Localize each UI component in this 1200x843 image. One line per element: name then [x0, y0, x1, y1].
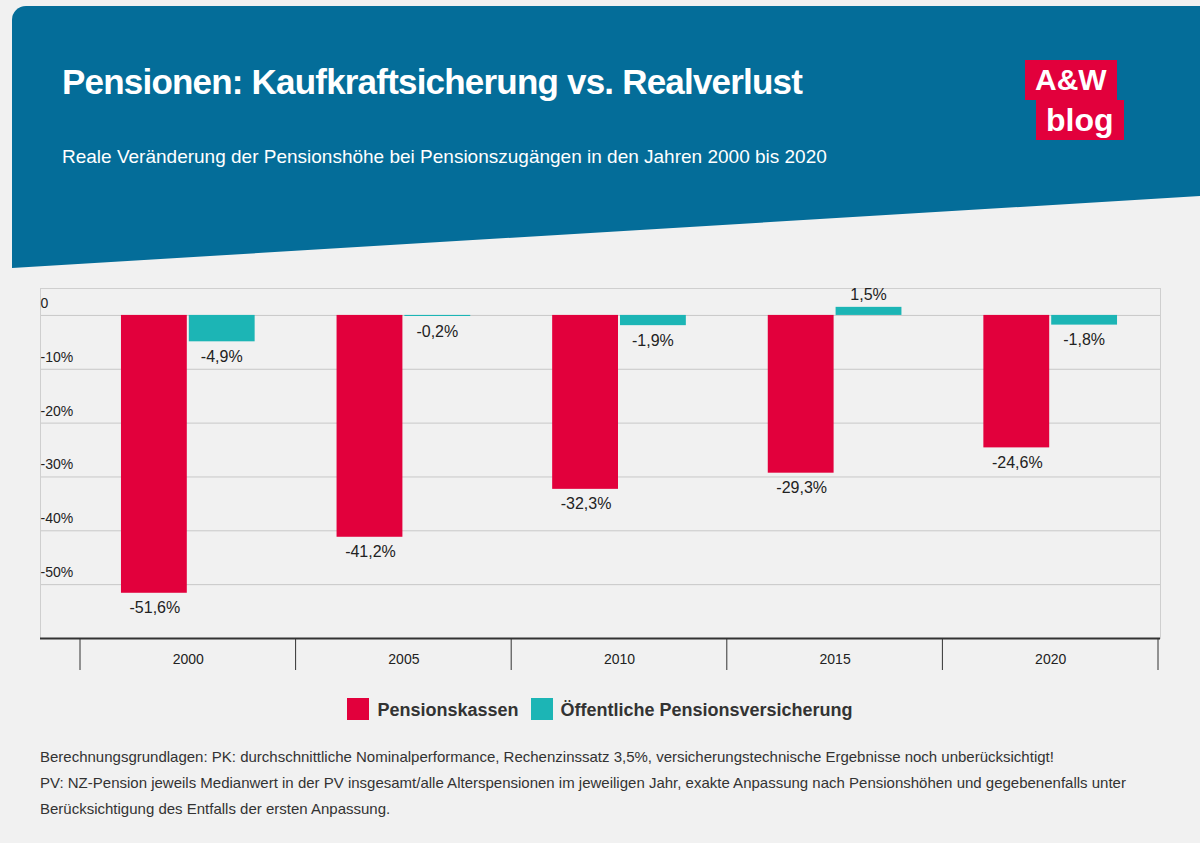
html-text:Pensionskassen: Pensionskassen [377, 700, 519, 720]
svg-text:-10%: -10% [41, 349, 74, 365]
svg-text:1,5%: 1,5% [850, 286, 886, 303]
html-text:A&W: A&W [1035, 63, 1107, 96]
svg-text:-30%: -30% [41, 456, 74, 472]
svg-text:-40%: -40% [41, 510, 74, 526]
svg-text:-29,3%: -29,3% [776, 479, 827, 496]
svg-text:-20%: -20% [41, 403, 74, 419]
svg-text:0: 0 [41, 295, 49, 311]
svg-text:-32,3%: -32,3% [561, 495, 612, 512]
svg-text:-0,2%: -0,2% [416, 323, 458, 340]
svg-text:2015: 2015 [820, 651, 851, 667]
svg-text:-24,6%: -24,6% [992, 454, 1043, 471]
svg-text:-50%: -50% [41, 564, 74, 580]
svg-text:2005: 2005 [388, 651, 419, 667]
html-text:blog: blog [1046, 102, 1114, 138]
svg-text:2000: 2000 [173, 651, 204, 667]
html-text:Berechnungsgrundlagen: PK: dur: Berechnungsgrundlagen: PK: durchschnittl… [40, 748, 1054, 765]
svg-text:-1,9%: -1,9% [632, 332, 674, 349]
svg-text:-1,8%: -1,8% [1063, 331, 1105, 348]
html-text:Öffentliche Pensionsversicheru: Öffentliche Pensionsversicherung [560, 700, 853, 720]
svg-text:2020: 2020 [1035, 651, 1066, 667]
svg-text:-41,2%: -41,2% [345, 543, 396, 560]
html-text:Reale Veränderung der Pensions: Reale Veränderung der Pensionshöhe bei P… [62, 146, 827, 167]
svg-text:-4,9%: -4,9% [201, 348, 243, 365]
html-text:Pensionen: Kaufkraftsicherung: Pensionen: Kaufkraftsicherung vs. Realve… [62, 62, 803, 101]
html-text:PV: NZ-Pension jeweils Medianw: PV: NZ-Pension jeweils Medianwert in der… [40, 774, 1126, 817]
svg-text:2010: 2010 [604, 651, 635, 667]
svg-text:-51,6%: -51,6% [130, 599, 181, 616]
